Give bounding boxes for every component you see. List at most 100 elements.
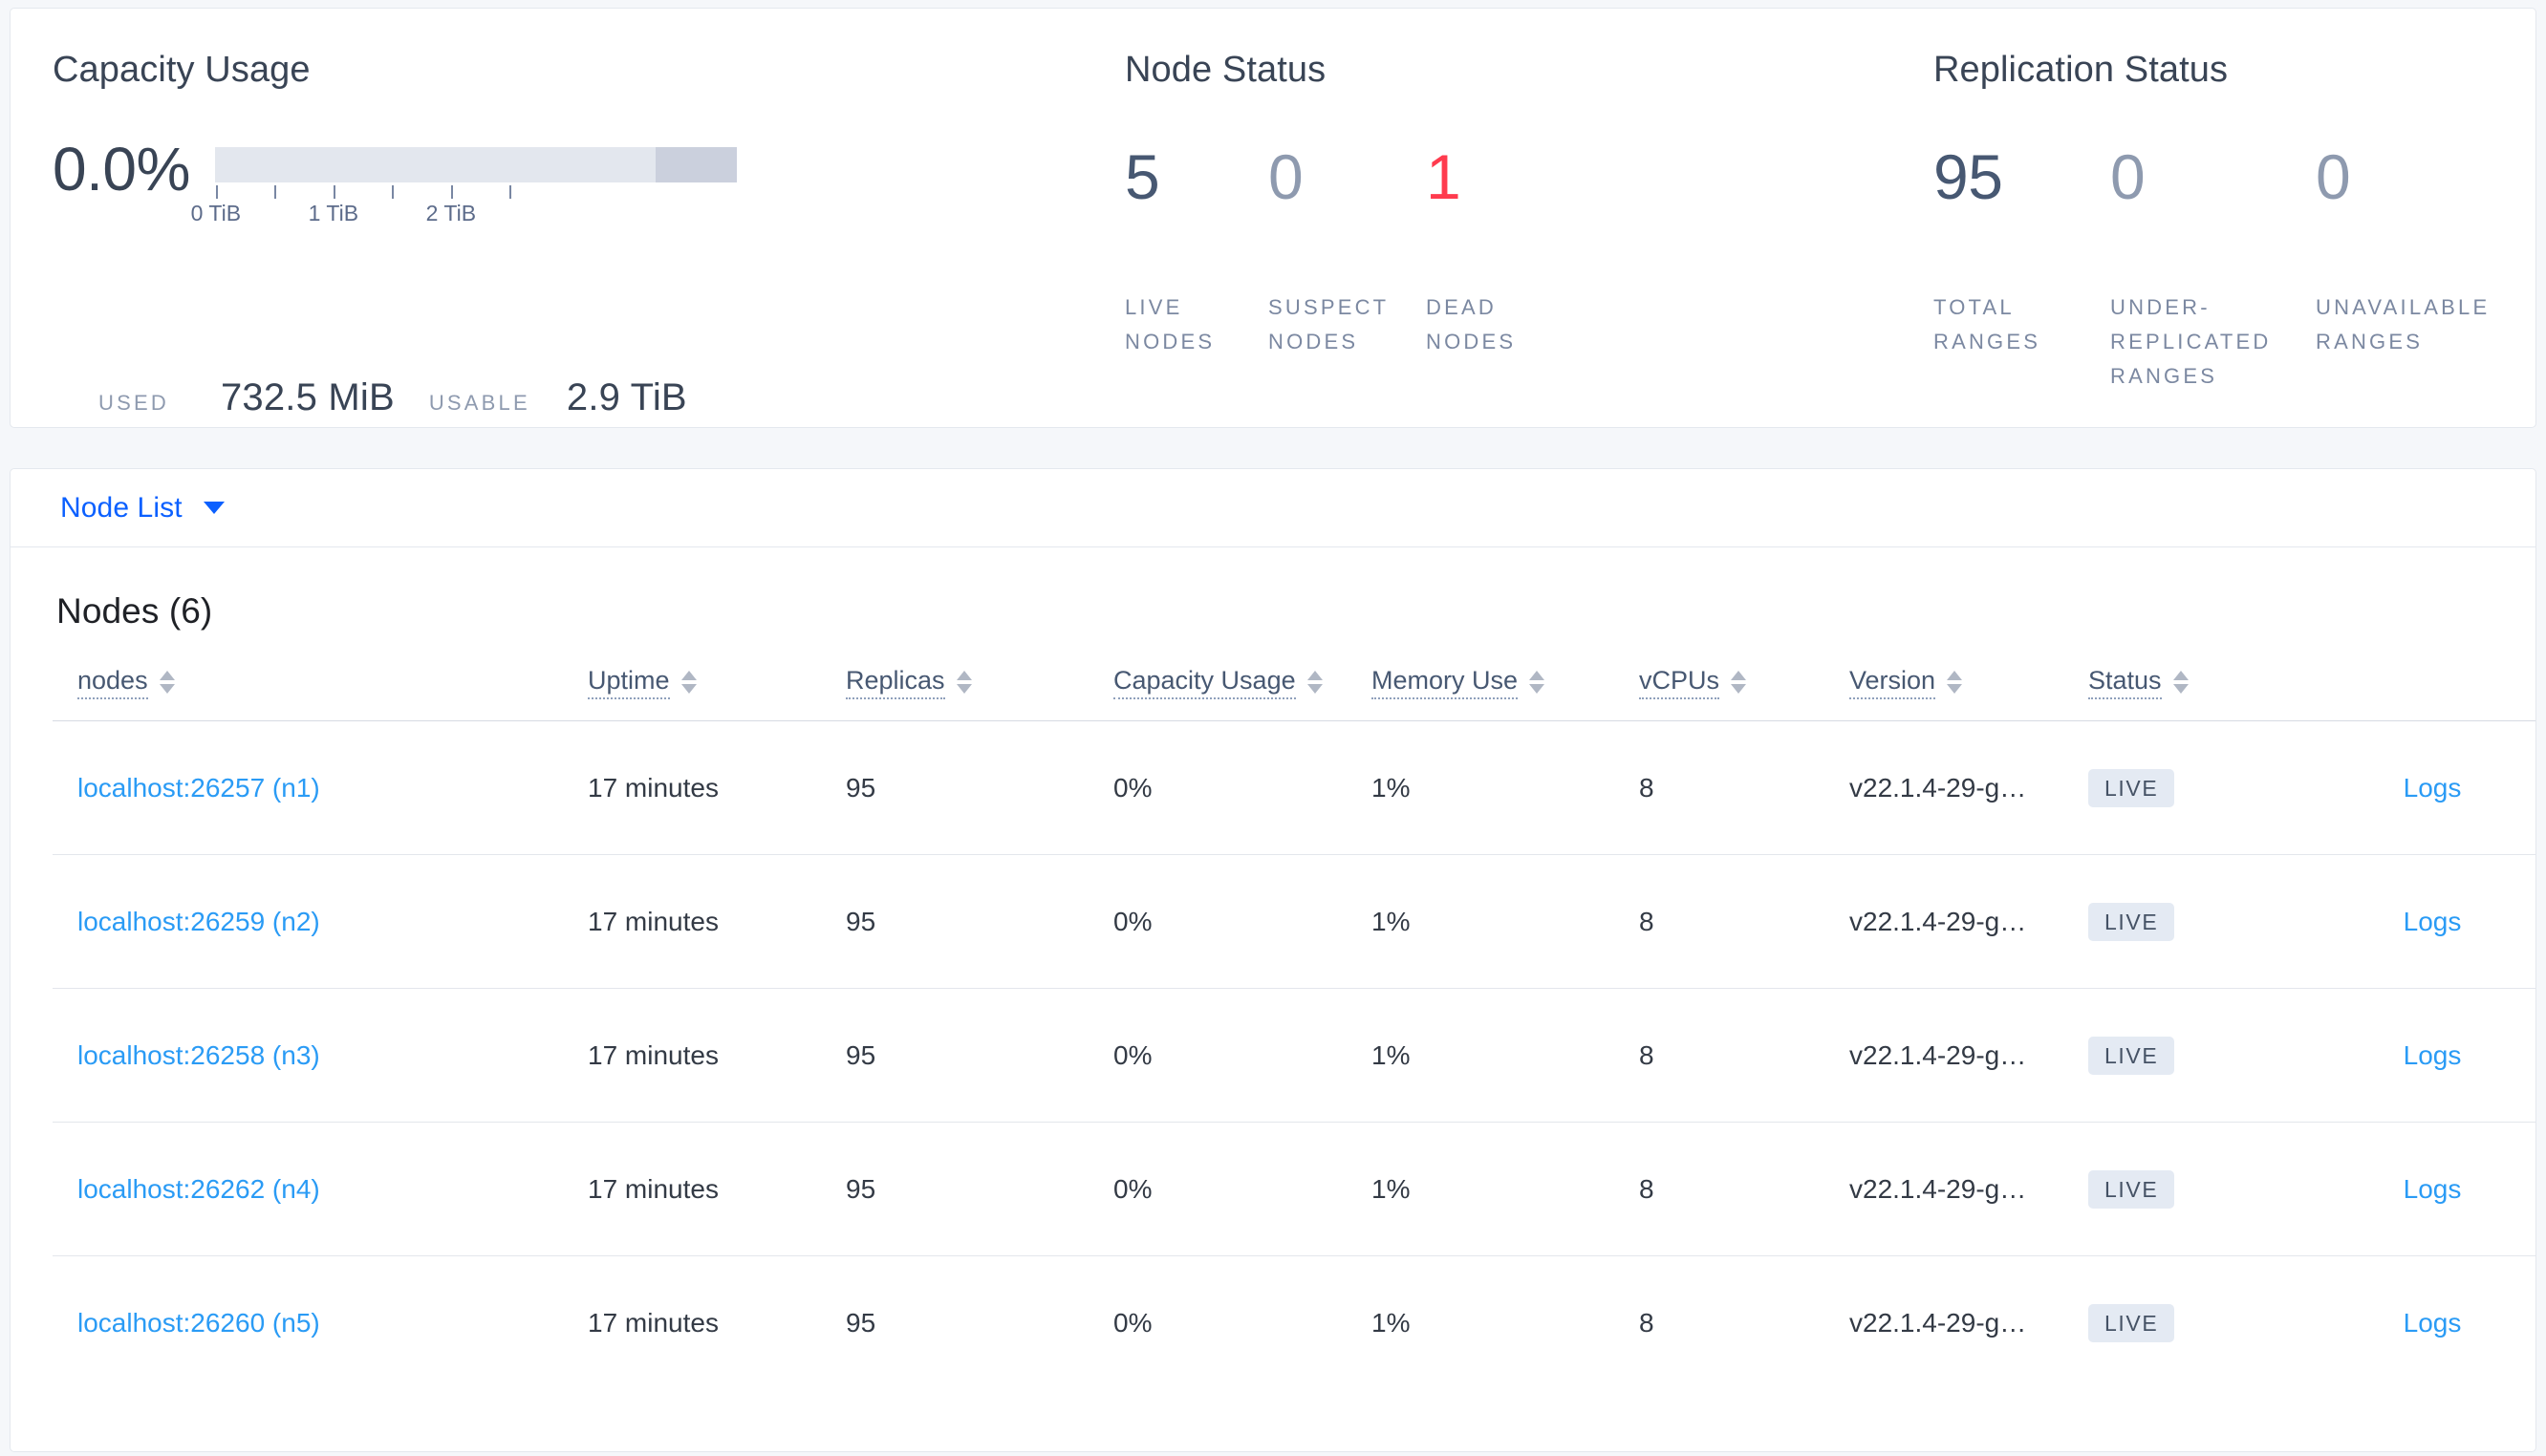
logs-link[interactable]: Logs <box>2403 1307 2462 1338</box>
node-link[interactable]: localhost:26258 (n3) <box>77 1039 320 1070</box>
cell-status: LIVE <box>2088 988 2327 1123</box>
status-badge: LIVE <box>2088 1036 2175 1075</box>
metric-group: 0 UNDER- REPLICATED RANGES <box>2110 145 2268 388</box>
node-list-dropdown[interactable]: Node List <box>11 469 2535 547</box>
metric-value: 95 <box>1933 141 2003 212</box>
cell-capacity-usage: 0% <box>1113 720 1371 855</box>
column-header-memory-use[interactable]: Memory Use <box>1371 666 1639 721</box>
logs-link[interactable]: Logs <box>2403 1039 2462 1070</box>
cell-version: v22.1.4-29-g… <box>1849 1122 2088 1256</box>
axis-tick <box>450 185 453 199</box>
sort-icon-capacity-usage[interactable] <box>1306 670 1323 694</box>
column-label-vcpus: vCPUs <box>1639 666 1720 699</box>
cell-status: LIVE <box>2088 1122 2327 1256</box>
metric-value: 5 <box>1125 141 1160 212</box>
table-row: localhost:26259 (n2) 17 minutes 95 0% 1% 8 v22… <box>53 854 2535 989</box>
used-label: USED <box>98 391 169 415</box>
status-badge: LIVE <box>2088 1169 2175 1209</box>
cell-status: LIVE <box>2088 1255 2327 1390</box>
node-link[interactable]: localhost:26257 (n1) <box>77 772 320 803</box>
capacity-axis-ticks <box>215 185 737 199</box>
column-header-capacity-usage[interactable]: Capacity Usage <box>1113 666 1371 721</box>
column-label-uptime: Uptime <box>588 666 670 699</box>
cell-logs: Logs <box>2327 988 2535 1123</box>
cell-uptime: 17 minutes <box>588 854 846 989</box>
sort-icon-replicas[interactable] <box>956 670 972 694</box>
cell-version: v22.1.4-29-g… <box>1849 720 2088 855</box>
node-link[interactable]: localhost:26260 (n5) <box>77 1307 320 1338</box>
axis-tick <box>392 185 395 199</box>
column-header-replicas[interactable]: Replicas <box>846 666 1113 721</box>
column-header-vcpus[interactable]: vCPUs <box>1639 666 1849 721</box>
cell-node-name: localhost:26259 (n2) <box>53 854 588 989</box>
cell-memory-use: 1% <box>1371 854 1639 989</box>
cell-memory-use: 1% <box>1371 988 1639 1123</box>
status-badge: LIVE <box>2088 768 2175 807</box>
capacity-usage-stats: USED 732.5 MiB USABLE 2.9 TiB <box>98 376 687 419</box>
metric-value: 0 <box>2316 141 2351 212</box>
column-header-nodes[interactable]: nodes <box>53 666 588 721</box>
cell-capacity-usage: 0% <box>1113 854 1371 989</box>
node-link[interactable]: localhost:26262 (n4) <box>77 1173 320 1204</box>
column-label-nodes: nodes <box>77 666 148 699</box>
sort-icon-nodes[interactable] <box>159 670 175 694</box>
cell-uptime: 17 minutes <box>588 720 846 855</box>
sort-icon-status[interactable] <box>2172 670 2189 694</box>
metric-group: 1 DEAD NODES <box>1426 145 1513 353</box>
column-label-memory-use: Memory Use <box>1371 666 1519 699</box>
column-label-replicas: Replicas <box>846 666 945 699</box>
capacity-usage-percent: 0.0% <box>53 135 190 203</box>
cell-uptime: 17 minutes <box>588 988 846 1123</box>
metric-group: 95 TOTAL RANGES <box>1933 141 2038 353</box>
cell-vcpus: 8 <box>1639 854 1849 989</box>
node-status-panel: Node Status 5 LIVE NODES 0 SUSPECT NODES 1 DE… <box>1125 52 1832 353</box>
sort-icon-memory-use[interactable] <box>1529 670 1545 694</box>
table-row: localhost:26260 (n5) 17 minutes 95 0% 1% 8 v22… <box>53 1255 2535 1390</box>
cell-replicas: 95 <box>846 854 1113 989</box>
nodes-table-title: Nodes (6) <box>56 591 213 631</box>
column-header-uptime[interactable]: Uptime <box>588 666 846 721</box>
cell-replicas: 95 <box>846 720 1113 855</box>
metric-label: LIVE NODES <box>1125 295 1216 353</box>
column-header-status[interactable]: Status <box>2088 666 2327 721</box>
cell-capacity-usage: 0% <box>1113 1122 1371 1256</box>
cell-vcpus: 8 <box>1639 988 1849 1123</box>
column-header-version[interactable]: Version <box>1849 666 2088 721</box>
cell-version: v22.1.4-29-g… <box>1849 854 2088 989</box>
cell-uptime: 17 minutes <box>588 1255 846 1390</box>
capacity-usage-title: Capacity Usage <box>53 50 311 90</box>
sort-icon-version[interactable] <box>1947 670 1963 694</box>
capacity-usage-panel: Capacity Usage 0.0% 0 TiB 1 TiB 2 TiB USED <box>53 50 913 418</box>
cell-capacity-usage: 0% <box>1113 988 1371 1123</box>
sort-icon-vcpus[interactable] <box>1731 670 1747 694</box>
capacity-usage-chart: 0 TiB 1 TiB 2 TiB <box>191 147 737 225</box>
cell-status: LIVE <box>2088 854 2327 989</box>
cell-node-name: localhost:26262 (n4) <box>53 1122 588 1256</box>
axis-tick <box>509 185 512 199</box>
logs-link[interactable]: Logs <box>2403 772 2462 803</box>
logs-link[interactable]: Logs <box>2403 906 2462 936</box>
column-label-version: Version <box>1849 666 1936 699</box>
metric-group: 0 UNAVAILABLE RANGES <box>2316 141 2487 353</box>
cell-logs: Logs <box>2327 1255 2535 1390</box>
table-row: localhost:26258 (n3) 17 minutes 95 0% 1% 8 v22… <box>53 988 2535 1123</box>
cell-vcpus: 8 <box>1639 1255 1849 1390</box>
logs-link[interactable]: Logs <box>2403 1173 2462 1204</box>
usable-value: 2.9 TiB <box>566 376 687 418</box>
metric-value: 0 <box>1268 141 1304 212</box>
metric-group: 5 LIVE NODES <box>1125 141 1212 353</box>
cell-memory-use: 1% <box>1371 1255 1639 1390</box>
axis-tick <box>215 185 218 199</box>
status-badge: LIVE <box>2088 1303 2175 1342</box>
node-link[interactable]: localhost:26259 (n2) <box>77 906 320 936</box>
metric-label: SUSPECT NODES <box>1268 295 1390 353</box>
sort-icon-uptime[interactable] <box>680 670 697 694</box>
cell-replicas: 95 <box>846 1122 1113 1256</box>
column-label-capacity-usage: Capacity Usage <box>1113 666 1296 699</box>
cell-replicas: 95 <box>846 988 1113 1123</box>
nodes-table-header-row: nodes Uptime Replicas <box>53 666 2535 721</box>
capacity-usage-chart-row: 0.0% 0 TiB 1 TiB 2 TiB <box>53 139 737 225</box>
axis-tick-label: 2 TiB <box>425 201 477 225</box>
cell-replicas: 95 <box>846 1255 1113 1390</box>
cell-vcpus: 8 <box>1639 720 1849 855</box>
